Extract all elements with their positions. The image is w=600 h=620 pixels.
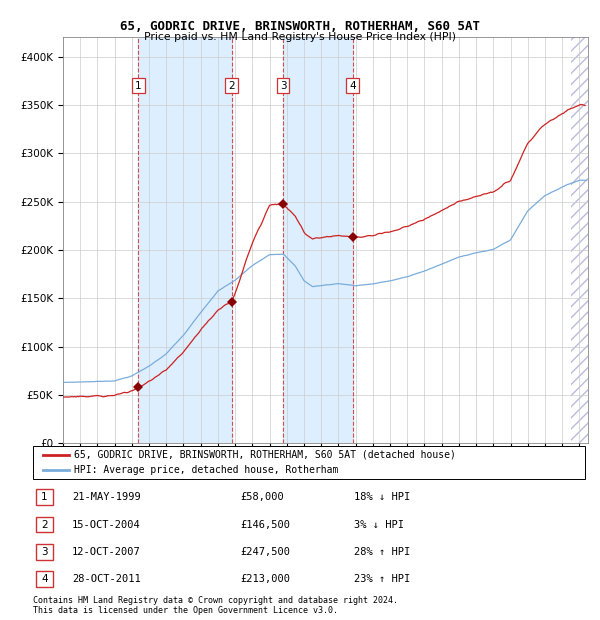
- Text: £58,000: £58,000: [240, 492, 284, 502]
- Text: Contains HM Land Registry data © Crown copyright and database right 2024.: Contains HM Land Registry data © Crown c…: [33, 596, 398, 605]
- Text: HPI: Average price, detached house, Rotherham: HPI: Average price, detached house, Roth…: [74, 465, 339, 476]
- Text: 12-OCT-2007: 12-OCT-2007: [72, 547, 141, 557]
- Text: 2: 2: [228, 81, 235, 91]
- Text: 23% ↑ HPI: 23% ↑ HPI: [354, 574, 410, 584]
- Bar: [571, 37, 588, 443]
- Text: 3% ↓ HPI: 3% ↓ HPI: [354, 520, 404, 529]
- Text: 28-OCT-2011: 28-OCT-2011: [72, 574, 141, 584]
- Text: 65, GODRIC DRIVE, BRINSWORTH, ROTHERHAM, S60 5AT: 65, GODRIC DRIVE, BRINSWORTH, ROTHERHAM,…: [120, 20, 480, 33]
- Bar: [283, 37, 353, 443]
- Text: Price paid vs. HM Land Registry's House Price Index (HPI): Price paid vs. HM Land Registry's House …: [144, 32, 456, 42]
- Text: 3: 3: [280, 81, 286, 91]
- Bar: [571, 37, 588, 443]
- Text: This data is licensed under the Open Government Licence v3.0.: This data is licensed under the Open Gov…: [33, 606, 338, 615]
- Text: £247,500: £247,500: [240, 547, 290, 557]
- Text: 4: 4: [349, 81, 356, 91]
- Bar: [139, 37, 232, 443]
- Text: 2: 2: [41, 520, 48, 529]
- Text: £146,500: £146,500: [240, 520, 290, 529]
- Text: 28% ↑ HPI: 28% ↑ HPI: [354, 547, 410, 557]
- Text: 3: 3: [41, 547, 48, 557]
- Text: 1: 1: [41, 492, 48, 502]
- Text: 1: 1: [135, 81, 142, 91]
- Text: 15-OCT-2004: 15-OCT-2004: [72, 520, 141, 529]
- Text: 21-MAY-1999: 21-MAY-1999: [72, 492, 141, 502]
- Text: £213,000: £213,000: [240, 574, 290, 584]
- Text: 65, GODRIC DRIVE, BRINSWORTH, ROTHERHAM, S60 5AT (detached house): 65, GODRIC DRIVE, BRINSWORTH, ROTHERHAM,…: [74, 450, 456, 460]
- Text: 18% ↓ HPI: 18% ↓ HPI: [354, 492, 410, 502]
- Text: 4: 4: [41, 574, 48, 584]
